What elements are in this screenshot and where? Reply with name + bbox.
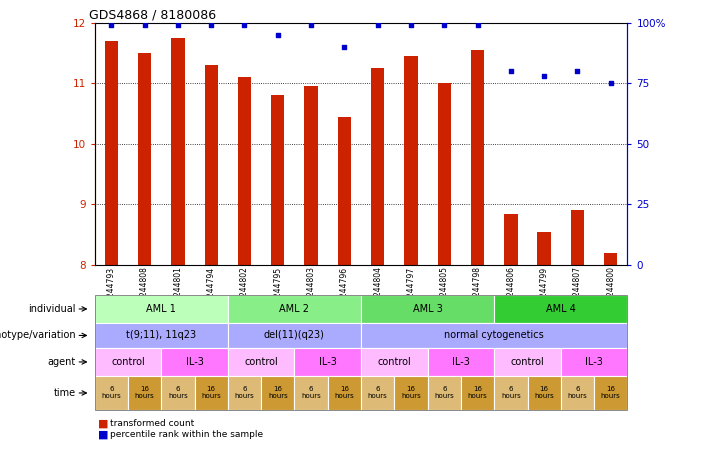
Text: ■: ■ bbox=[98, 430, 109, 440]
Text: IL-3: IL-3 bbox=[186, 357, 203, 367]
Bar bbox=[437, 83, 451, 265]
Text: percentile rank within the sample: percentile rank within the sample bbox=[110, 430, 263, 439]
Bar bbox=[104, 41, 118, 265]
Text: AML 4: AML 4 bbox=[546, 304, 576, 314]
Text: 16
hours: 16 hours bbox=[534, 386, 554, 400]
Bar bbox=[471, 50, 484, 265]
Point bbox=[472, 21, 483, 29]
Text: IL-3: IL-3 bbox=[585, 357, 603, 367]
Bar bbox=[538, 231, 551, 265]
Bar bbox=[138, 53, 151, 265]
Point bbox=[239, 21, 250, 29]
Text: 16
hours: 16 hours bbox=[401, 386, 421, 400]
Point bbox=[205, 21, 217, 29]
Bar bbox=[205, 65, 218, 265]
Point bbox=[405, 21, 416, 29]
Point bbox=[505, 67, 517, 75]
Text: AML 2: AML 2 bbox=[280, 304, 309, 314]
Text: 6
hours: 6 hours bbox=[568, 386, 587, 400]
Text: AML 1: AML 1 bbox=[147, 304, 176, 314]
Point bbox=[572, 67, 583, 75]
Bar bbox=[271, 95, 285, 265]
Bar bbox=[571, 211, 584, 265]
Point bbox=[106, 21, 117, 29]
Text: ■: ■ bbox=[98, 419, 109, 429]
Bar bbox=[238, 77, 251, 265]
Text: 6
hours: 6 hours bbox=[168, 386, 188, 400]
Text: 16
hours: 16 hours bbox=[601, 386, 620, 400]
Text: del(11)(q23): del(11)(q23) bbox=[264, 330, 325, 341]
Text: IL-3: IL-3 bbox=[319, 357, 336, 367]
Point bbox=[605, 80, 616, 87]
Text: control: control bbox=[244, 357, 278, 367]
Text: control: control bbox=[111, 357, 145, 367]
Point bbox=[139, 21, 150, 29]
Text: 6
hours: 6 hours bbox=[301, 386, 321, 400]
Text: 16
hours: 16 hours bbox=[268, 386, 287, 400]
Text: AML 3: AML 3 bbox=[413, 304, 442, 314]
Bar bbox=[338, 116, 351, 265]
Text: IL-3: IL-3 bbox=[452, 357, 470, 367]
Bar bbox=[604, 253, 618, 265]
Bar bbox=[504, 213, 517, 265]
Text: transformed count: transformed count bbox=[110, 419, 194, 428]
Text: individual: individual bbox=[28, 304, 76, 314]
Text: control: control bbox=[510, 357, 545, 367]
Bar bbox=[304, 86, 318, 265]
Text: 6
hours: 6 hours bbox=[368, 386, 388, 400]
Point bbox=[538, 72, 550, 80]
Bar bbox=[171, 38, 184, 265]
Point bbox=[272, 31, 283, 39]
Text: time: time bbox=[53, 388, 76, 398]
Text: 6
hours: 6 hours bbox=[235, 386, 254, 400]
Text: t(9;11), 11q23: t(9;11), 11q23 bbox=[126, 330, 196, 341]
Text: 6
hours: 6 hours bbox=[102, 386, 121, 400]
Point bbox=[172, 21, 184, 29]
Text: 16
hours: 16 hours bbox=[334, 386, 354, 400]
Text: 6
hours: 6 hours bbox=[501, 386, 521, 400]
Bar bbox=[371, 68, 384, 265]
Text: GDS4868 / 8180086: GDS4868 / 8180086 bbox=[89, 9, 217, 21]
Text: 16
hours: 16 hours bbox=[135, 386, 154, 400]
Text: 16
hours: 16 hours bbox=[468, 386, 487, 400]
Text: genotype/variation: genotype/variation bbox=[0, 330, 76, 341]
Point bbox=[372, 21, 383, 29]
Text: control: control bbox=[377, 357, 411, 367]
Text: agent: agent bbox=[48, 357, 76, 367]
Bar bbox=[404, 56, 418, 265]
Point bbox=[439, 21, 450, 29]
Text: normal cytogenetics: normal cytogenetics bbox=[444, 330, 544, 341]
Point bbox=[306, 21, 317, 29]
Text: 6
hours: 6 hours bbox=[435, 386, 454, 400]
Text: 16
hours: 16 hours bbox=[201, 386, 221, 400]
Point bbox=[339, 43, 350, 51]
